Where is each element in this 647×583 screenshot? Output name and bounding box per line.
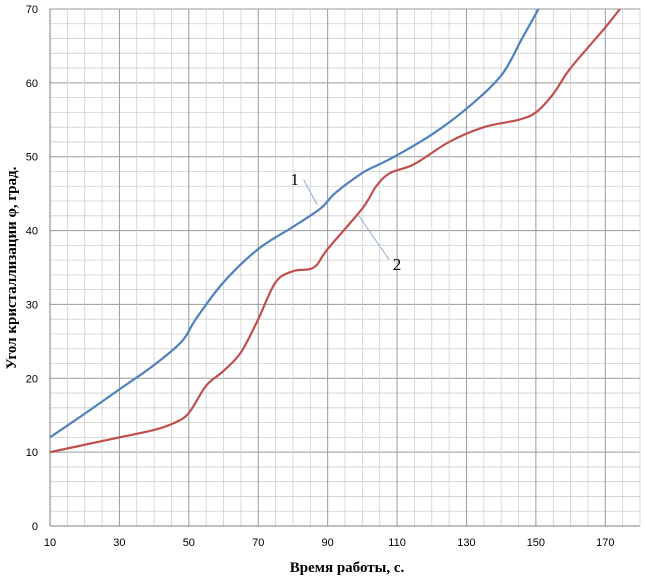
y-axis-label: Угол кристаллизации φ, град. (4, 166, 20, 369)
x-tick-label: 110 (388, 537, 406, 549)
series-1-line (50, 9, 540, 439)
x-tick-label: 70 (252, 537, 264, 549)
y-axis-ticks: 0 10 20 30 40 50 60 70 (26, 4, 38, 533)
y-tick-label: 50 (26, 152, 38, 164)
y-tick-label: 40 (26, 226, 38, 238)
series-lines (50, 9, 622, 454)
series-label-2: 2 (393, 255, 402, 274)
y-tick-label: 60 (26, 78, 38, 90)
annotation-leader-line (303, 179, 318, 205)
y-tick-label: 10 (26, 447, 38, 459)
x-tick-label: 90 (322, 537, 334, 549)
series-label-1: 1 (290, 170, 299, 189)
x-axis-ticks: 10 30 50 70 90 110 130 150 170 (44, 537, 615, 549)
x-tick-label: 150 (527, 537, 545, 549)
y-tick-label: 70 (26, 4, 38, 16)
y-tick-label: 20 (26, 373, 38, 385)
y-tick-label: 0 (32, 521, 38, 533)
x-tick-label: 30 (113, 537, 125, 549)
grid (49, 8, 641, 527)
x-tick-label: 10 (44, 537, 56, 549)
x-axis-label: Время работы, с. (290, 560, 405, 576)
y-tick-label: 30 (26, 299, 38, 311)
series-annotations: 12 (290, 170, 401, 274)
x-tick-label: 130 (457, 537, 475, 549)
series-2-line (50, 9, 622, 454)
x-tick-label: 170 (596, 537, 614, 549)
x-tick-label: 50 (183, 537, 195, 549)
annotation-leader-line (358, 215, 390, 261)
